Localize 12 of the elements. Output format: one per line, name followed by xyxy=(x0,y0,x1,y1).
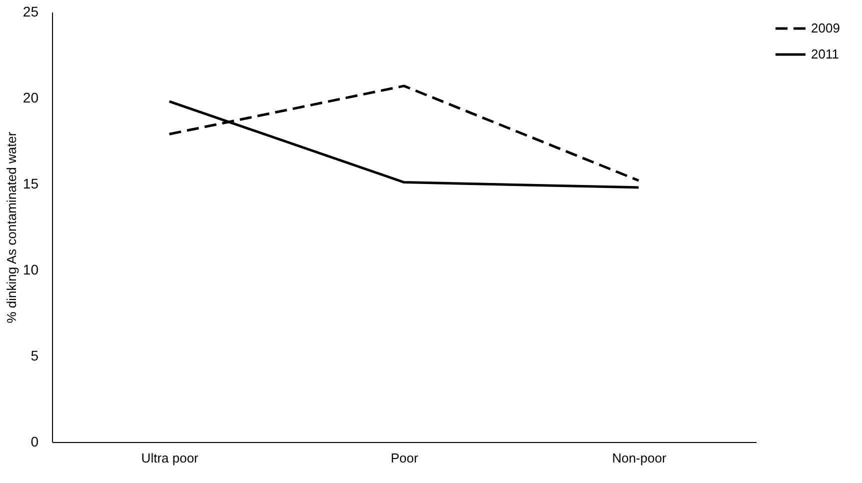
y-tick-label: 10 xyxy=(22,262,39,278)
x-tick-label: Poor xyxy=(390,450,419,466)
x-tick-label: Ultra poor xyxy=(141,450,200,466)
y-tick-label: 20 xyxy=(22,90,39,106)
y-tick-label: 5 xyxy=(30,348,39,364)
y-tick-label: 0 xyxy=(30,434,39,450)
y-tick-label: 25 xyxy=(22,4,39,20)
legend-label: 2011 xyxy=(811,46,839,62)
y-axis-title: % dinking As contaminated water xyxy=(4,131,19,324)
y-tick-label: 15 xyxy=(22,176,39,192)
legend-label: 2009 xyxy=(811,20,840,36)
x-tick-label: Non-poor xyxy=(612,450,667,466)
